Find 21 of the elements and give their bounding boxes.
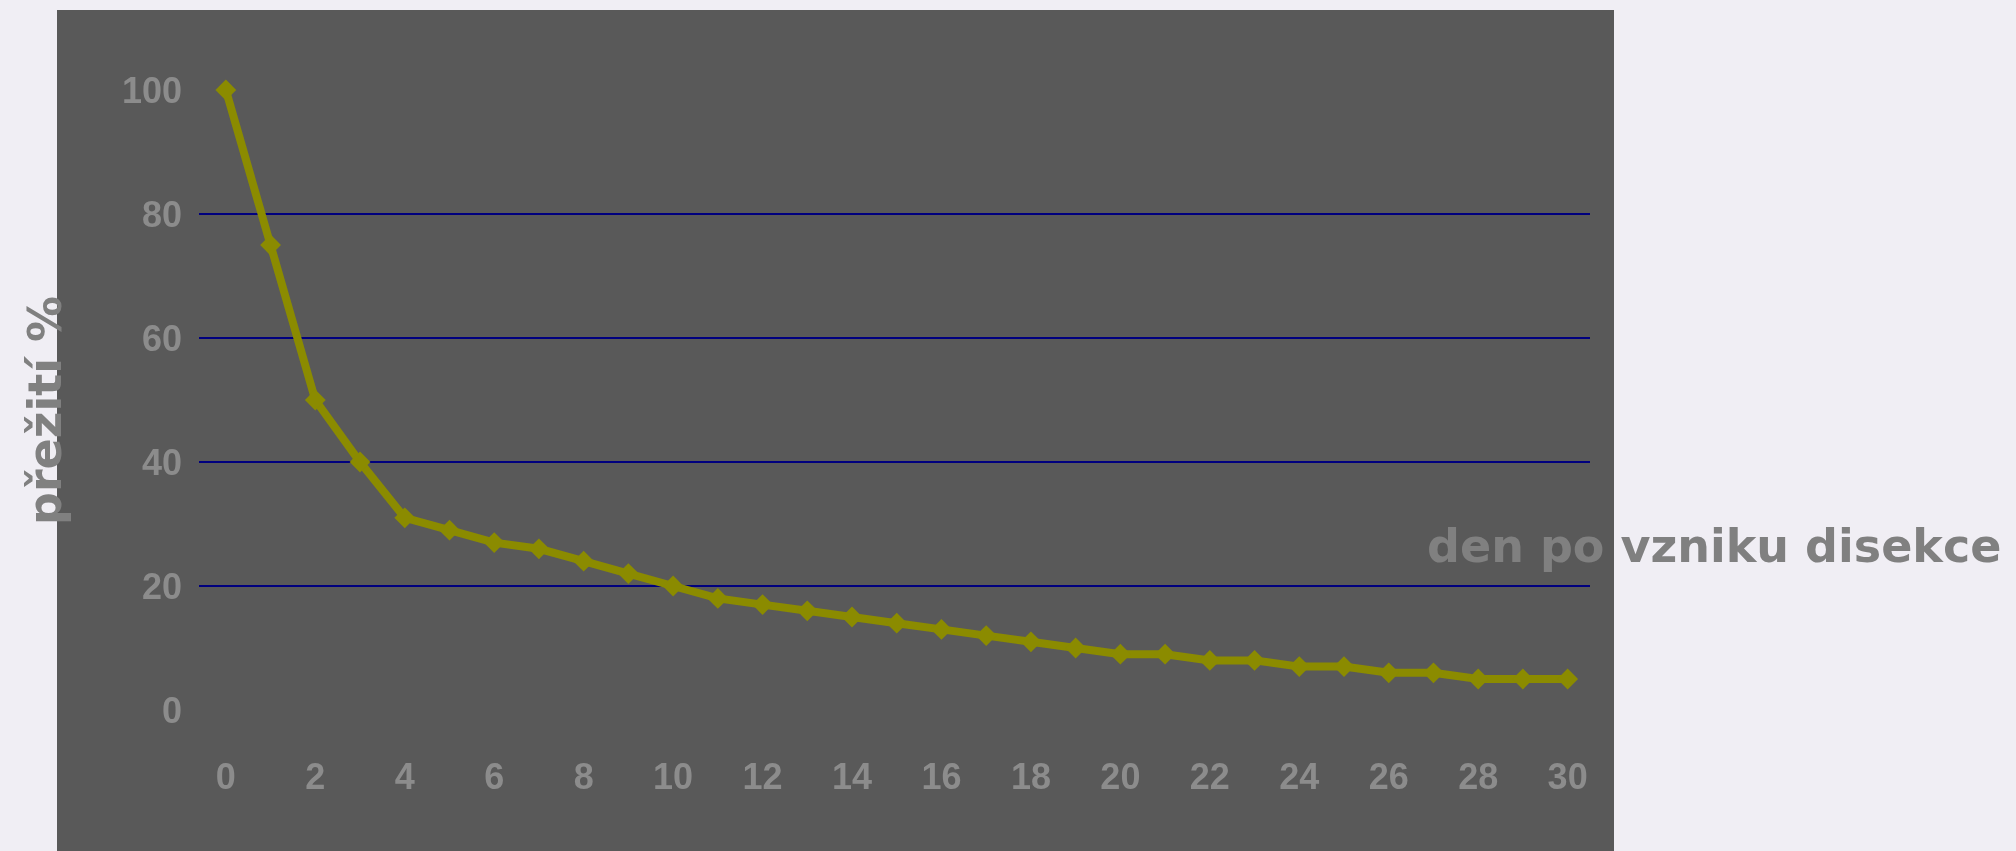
point [528, 538, 550, 560]
point [707, 588, 729, 609]
point [975, 625, 997, 646]
point [304, 389, 326, 411]
point [483, 532, 505, 553]
point [796, 600, 818, 622]
point [215, 79, 237, 101]
point [662, 575, 684, 597]
point [349, 451, 371, 473]
y-axis-title: přežití % [18, 295, 72, 525]
point [931, 619, 952, 640]
point [260, 234, 281, 256]
point [886, 612, 908, 634]
point [394, 507, 416, 529]
point [617, 563, 639, 584]
point [841, 606, 863, 628]
point [573, 550, 595, 572]
point [439, 519, 460, 541]
point [752, 594, 773, 615]
point [1020, 631, 1042, 653]
point [1423, 662, 1444, 684]
